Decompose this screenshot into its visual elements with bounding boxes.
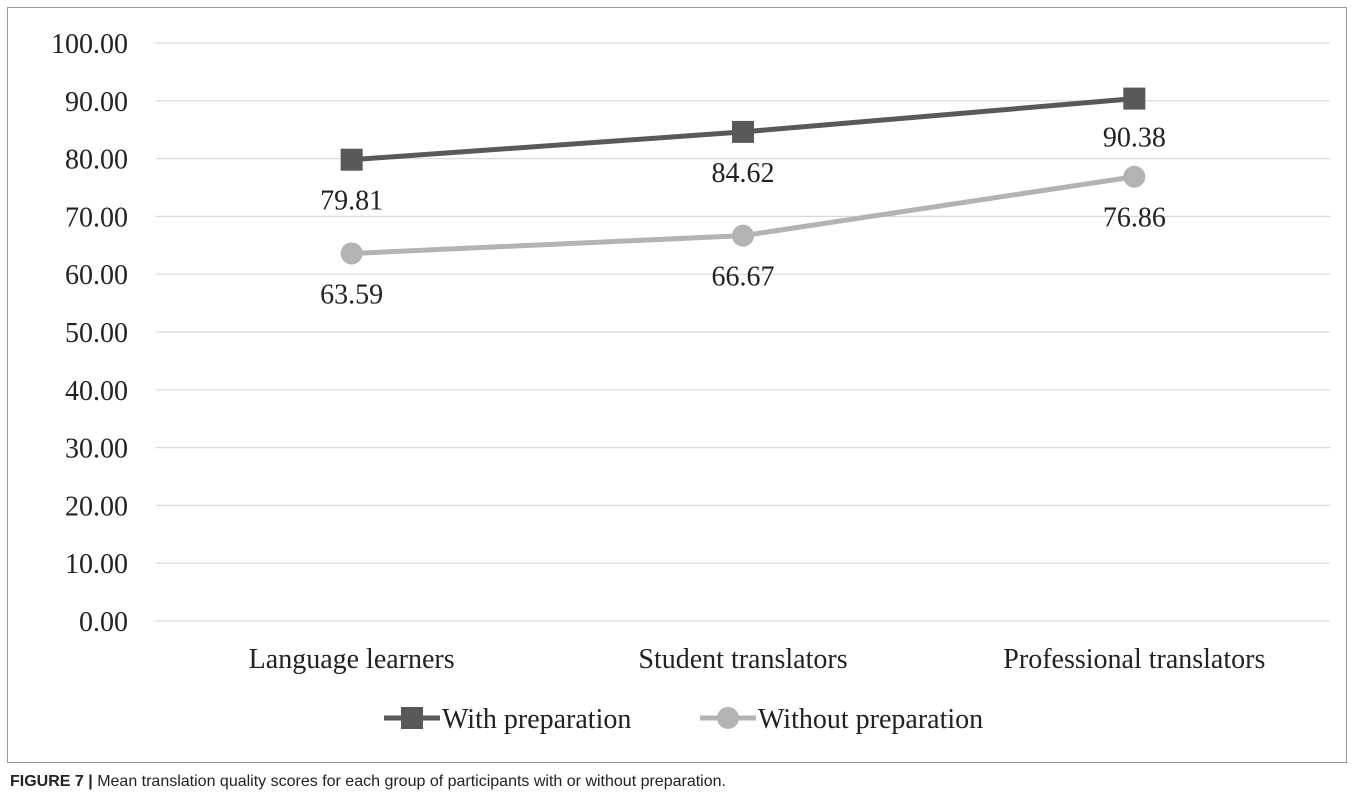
figure-caption: FIGURE 7 | Mean translation quality scor… bbox=[10, 773, 1345, 791]
y-tick-label: 40.00 bbox=[65, 376, 128, 407]
legend-marker bbox=[401, 707, 423, 729]
legend: With preparation Without preparation bbox=[384, 704, 983, 735]
x-axis-ticks: Language learners Student translators Prof… bbox=[249, 644, 1266, 675]
x-tick-label: Language learners bbox=[249, 644, 455, 675]
data-label: 63.59 bbox=[320, 279, 383, 310]
y-tick-label: 20.00 bbox=[65, 491, 128, 522]
legend-marker bbox=[717, 707, 739, 729]
data-point-marker bbox=[1123, 165, 1146, 188]
data-point-marker bbox=[732, 120, 754, 143]
y-tick-label: 60.00 bbox=[65, 260, 128, 291]
y-tick-label: 10.00 bbox=[65, 549, 128, 580]
data-label: 76.86 bbox=[1103, 203, 1166, 234]
y-tick-label: 70.00 bbox=[65, 202, 128, 233]
series-layer bbox=[340, 87, 1146, 265]
data-label: 66.67 bbox=[712, 262, 775, 293]
chart-frame: 0.00 10.00 20.00 30.00 40.00 50.00 60.00 70.00 8… bbox=[7, 7, 1347, 763]
y-tick-label: 50.00 bbox=[65, 318, 128, 349]
caption-separator: | bbox=[88, 773, 93, 790]
data-label: 79.81 bbox=[320, 186, 383, 217]
x-tick-label: Student translators bbox=[638, 644, 847, 675]
legend-label: Without preparation bbox=[758, 704, 983, 735]
data-labels: 79.81 84.62 90.38 63.59 66.67 76.86 bbox=[320, 123, 1166, 311]
data-point-marker bbox=[732, 224, 754, 247]
data-point-marker bbox=[1123, 87, 1146, 110]
data-label: 84.62 bbox=[712, 158, 775, 189]
legend-label: With preparation bbox=[442, 704, 631, 735]
y-tick-label: 90.00 bbox=[65, 87, 128, 118]
y-axis-ticks: 0.00 10.00 20.00 30.00 40.00 50.00 60.00 70.00 8… bbox=[51, 29, 128, 638]
caption-text: Mean translation quality scores for each… bbox=[97, 773, 726, 790]
data-point-marker bbox=[340, 148, 363, 171]
data-point-marker bbox=[340, 242, 363, 265]
y-tick-label: 0.00 bbox=[79, 607, 128, 638]
x-tick-label: Professional translators bbox=[1003, 644, 1265, 675]
y-tick-label: 100.00 bbox=[51, 29, 128, 60]
y-tick-label: 80.00 bbox=[65, 145, 128, 176]
line-chart: 0.00 10.00 20.00 30.00 40.00 50.00 60.00 70.00 8… bbox=[51, 29, 1330, 735]
figure-label: FIGURE 7 bbox=[10, 773, 84, 790]
data-label: 90.38 bbox=[1103, 123, 1166, 154]
y-tick-label: 30.00 bbox=[65, 434, 128, 465]
